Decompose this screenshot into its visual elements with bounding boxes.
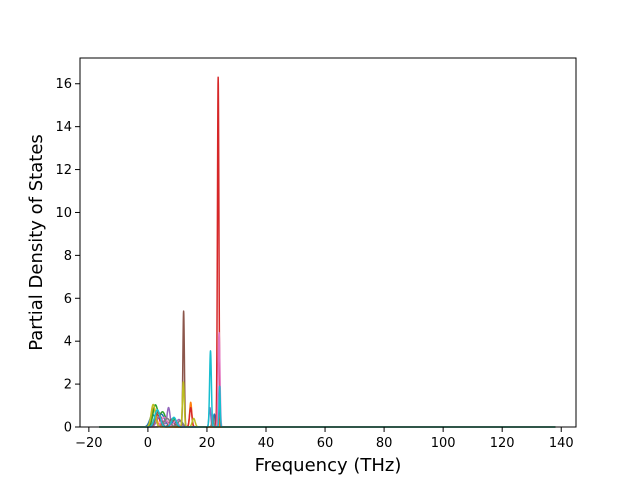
x-tick-label: 80	[376, 436, 393, 451]
y-tick-label: 6	[64, 292, 72, 307]
plot-frame	[79, 57, 577, 428]
x-tick-label: 20	[199, 436, 216, 451]
x-tick-label: 0	[144, 436, 152, 451]
y-tick-label: 8	[64, 249, 72, 264]
x-tick-label: 140	[549, 436, 574, 451]
y-tick-label: 14	[55, 120, 72, 135]
y-tick-label: 12	[55, 163, 72, 178]
x-tick-label: 40	[258, 436, 275, 451]
y-axis-label: Partial Density of States	[26, 134, 47, 351]
y-tick-label: 16	[55, 77, 72, 92]
y-axis-ticks: 0 2 4 6 8 10 12 14 16	[55, 77, 80, 436]
y-tick-label: 4	[64, 335, 72, 350]
x-tick-label: −20	[75, 436, 102, 451]
y-tick-label: 10	[55, 206, 72, 221]
y-tick-label: 0	[64, 421, 72, 436]
y-tick-label: 2	[64, 378, 72, 393]
x-tick-label: 120	[490, 436, 515, 451]
x-tick-label: 100	[431, 436, 456, 451]
x-axis-label: Frequency (THz)	[255, 455, 402, 476]
x-tick-label: 60	[317, 436, 334, 451]
x-axis-ticks: −20 0 20 40 60 80 100 120 140	[75, 427, 574, 451]
